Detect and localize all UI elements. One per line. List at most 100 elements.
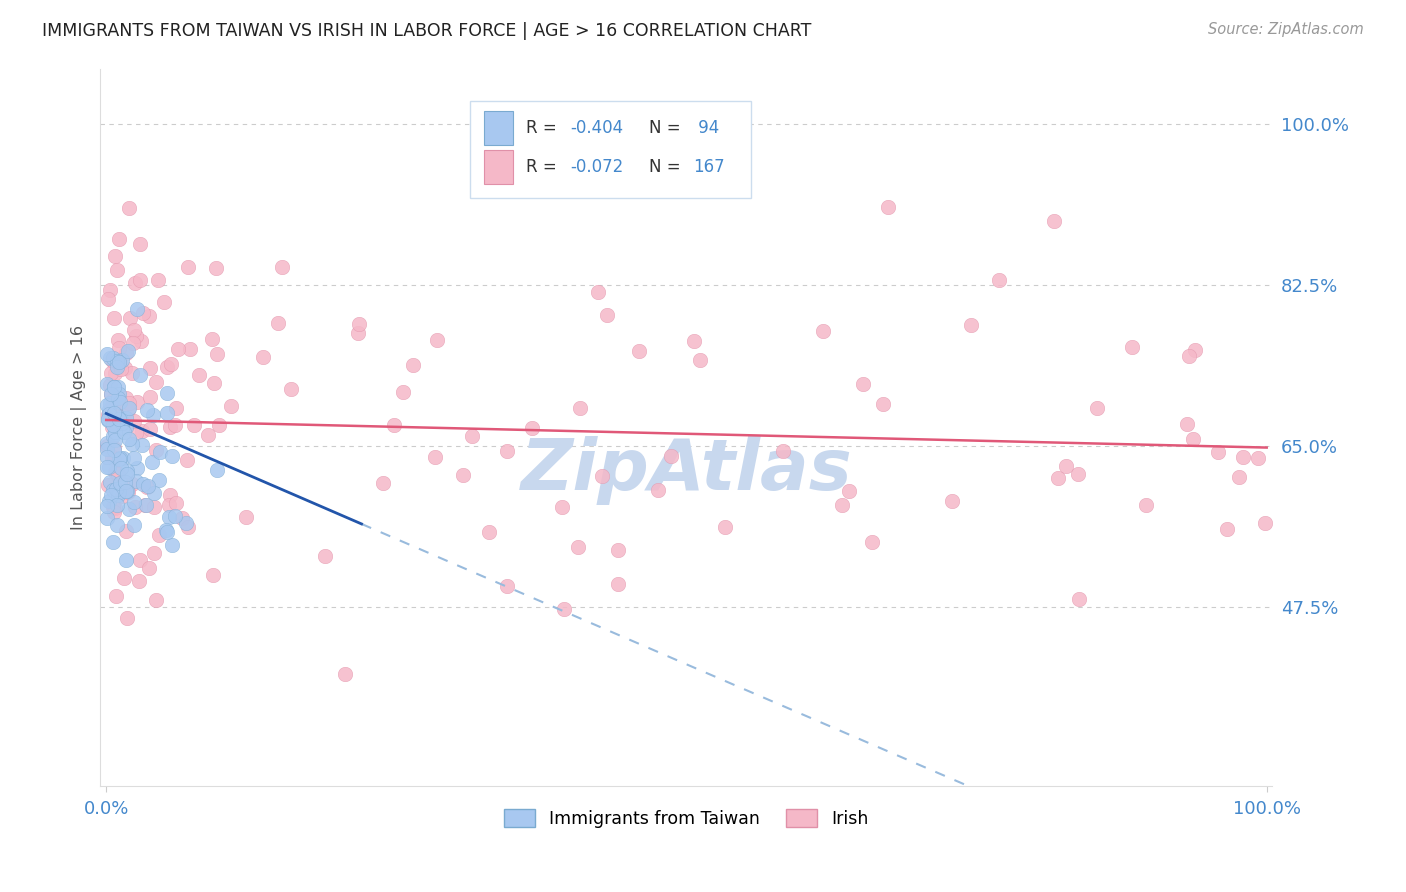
Point [138,560,160,574]
Point [1085,401,1108,416]
Point [96,398,118,412]
Point [163,417,186,432]
Point [813,324,835,338]
Point [177,520,200,534]
Point [96,459,118,474]
Point [160,449,183,463]
Point [107,498,129,512]
Point [202,376,225,391]
Point [347,326,370,340]
Point [659,449,682,463]
Point [107,488,129,502]
Point [219,399,242,413]
Point [1042,213,1064,227]
Point [100,387,122,401]
Point [167,342,190,356]
Point [101,418,124,433]
Point [550,500,572,515]
Point [104,501,127,516]
Point [128,574,150,588]
Point [107,262,129,277]
Point [103,380,125,394]
Point [115,611,138,625]
Point [96,435,118,450]
Point [101,399,124,413]
Point [838,483,860,498]
Point [271,260,294,275]
Point [131,477,153,491]
Point [252,350,274,364]
Point [160,538,183,552]
Point [100,386,122,401]
Point [204,261,226,276]
Point [1232,450,1254,464]
Point [125,394,148,409]
Point [145,593,167,607]
Point [101,419,124,434]
Point [118,502,141,516]
Point [165,401,187,415]
Point [114,475,136,489]
Point [689,352,711,367]
Point [97,413,120,427]
Point [142,409,165,423]
FancyBboxPatch shape [484,150,513,184]
Text: IMMIGRANTS FROM TAIWAN VS IRISH IN LABOR FORCE | AGE > 16 CORRELATION CHART: IMMIGRANTS FROM TAIWAN VS IRISH IN LABOR… [42,22,811,40]
Point [105,360,128,375]
Text: R =: R = [526,119,562,137]
Point [1054,459,1077,474]
Point [461,429,484,443]
Point [876,200,898,214]
Point [110,362,132,376]
Point [107,467,129,481]
Point [103,406,125,420]
Point [157,498,180,512]
Point [391,384,413,399]
Point [117,344,139,359]
Point [143,486,166,500]
Point [596,308,619,322]
Point [103,441,125,455]
Point [108,232,131,246]
Point [205,346,228,360]
Point [156,406,179,420]
Point [478,524,501,539]
Point [1247,450,1270,465]
Point [149,445,172,459]
Point [97,292,120,306]
Point [156,360,179,375]
Point [103,311,125,326]
Point [1175,417,1198,432]
Point [97,408,120,422]
Point [142,546,165,560]
Point [145,442,167,457]
Point [139,360,162,375]
FancyBboxPatch shape [470,101,751,198]
Point [425,450,447,465]
Point [104,465,127,479]
Point [108,386,131,401]
Point [987,272,1010,286]
Point [114,360,136,375]
Point [1184,343,1206,358]
Point [108,450,131,465]
Text: -0.404: -0.404 [571,119,623,137]
Point [121,335,143,350]
Point [107,358,129,372]
Point [496,580,519,594]
Text: Source: ZipAtlas.com: Source: ZipAtlas.com [1208,22,1364,37]
Point [1121,341,1143,355]
Point [156,524,179,539]
Point [280,382,302,396]
Point [202,568,225,582]
Point [104,366,127,380]
Point [115,484,138,499]
Point [960,318,983,333]
Point [606,543,628,558]
Point [114,410,136,425]
Point [107,391,129,405]
Point [1254,516,1277,530]
Point [172,510,194,524]
Point [382,417,405,432]
Point [111,421,134,435]
